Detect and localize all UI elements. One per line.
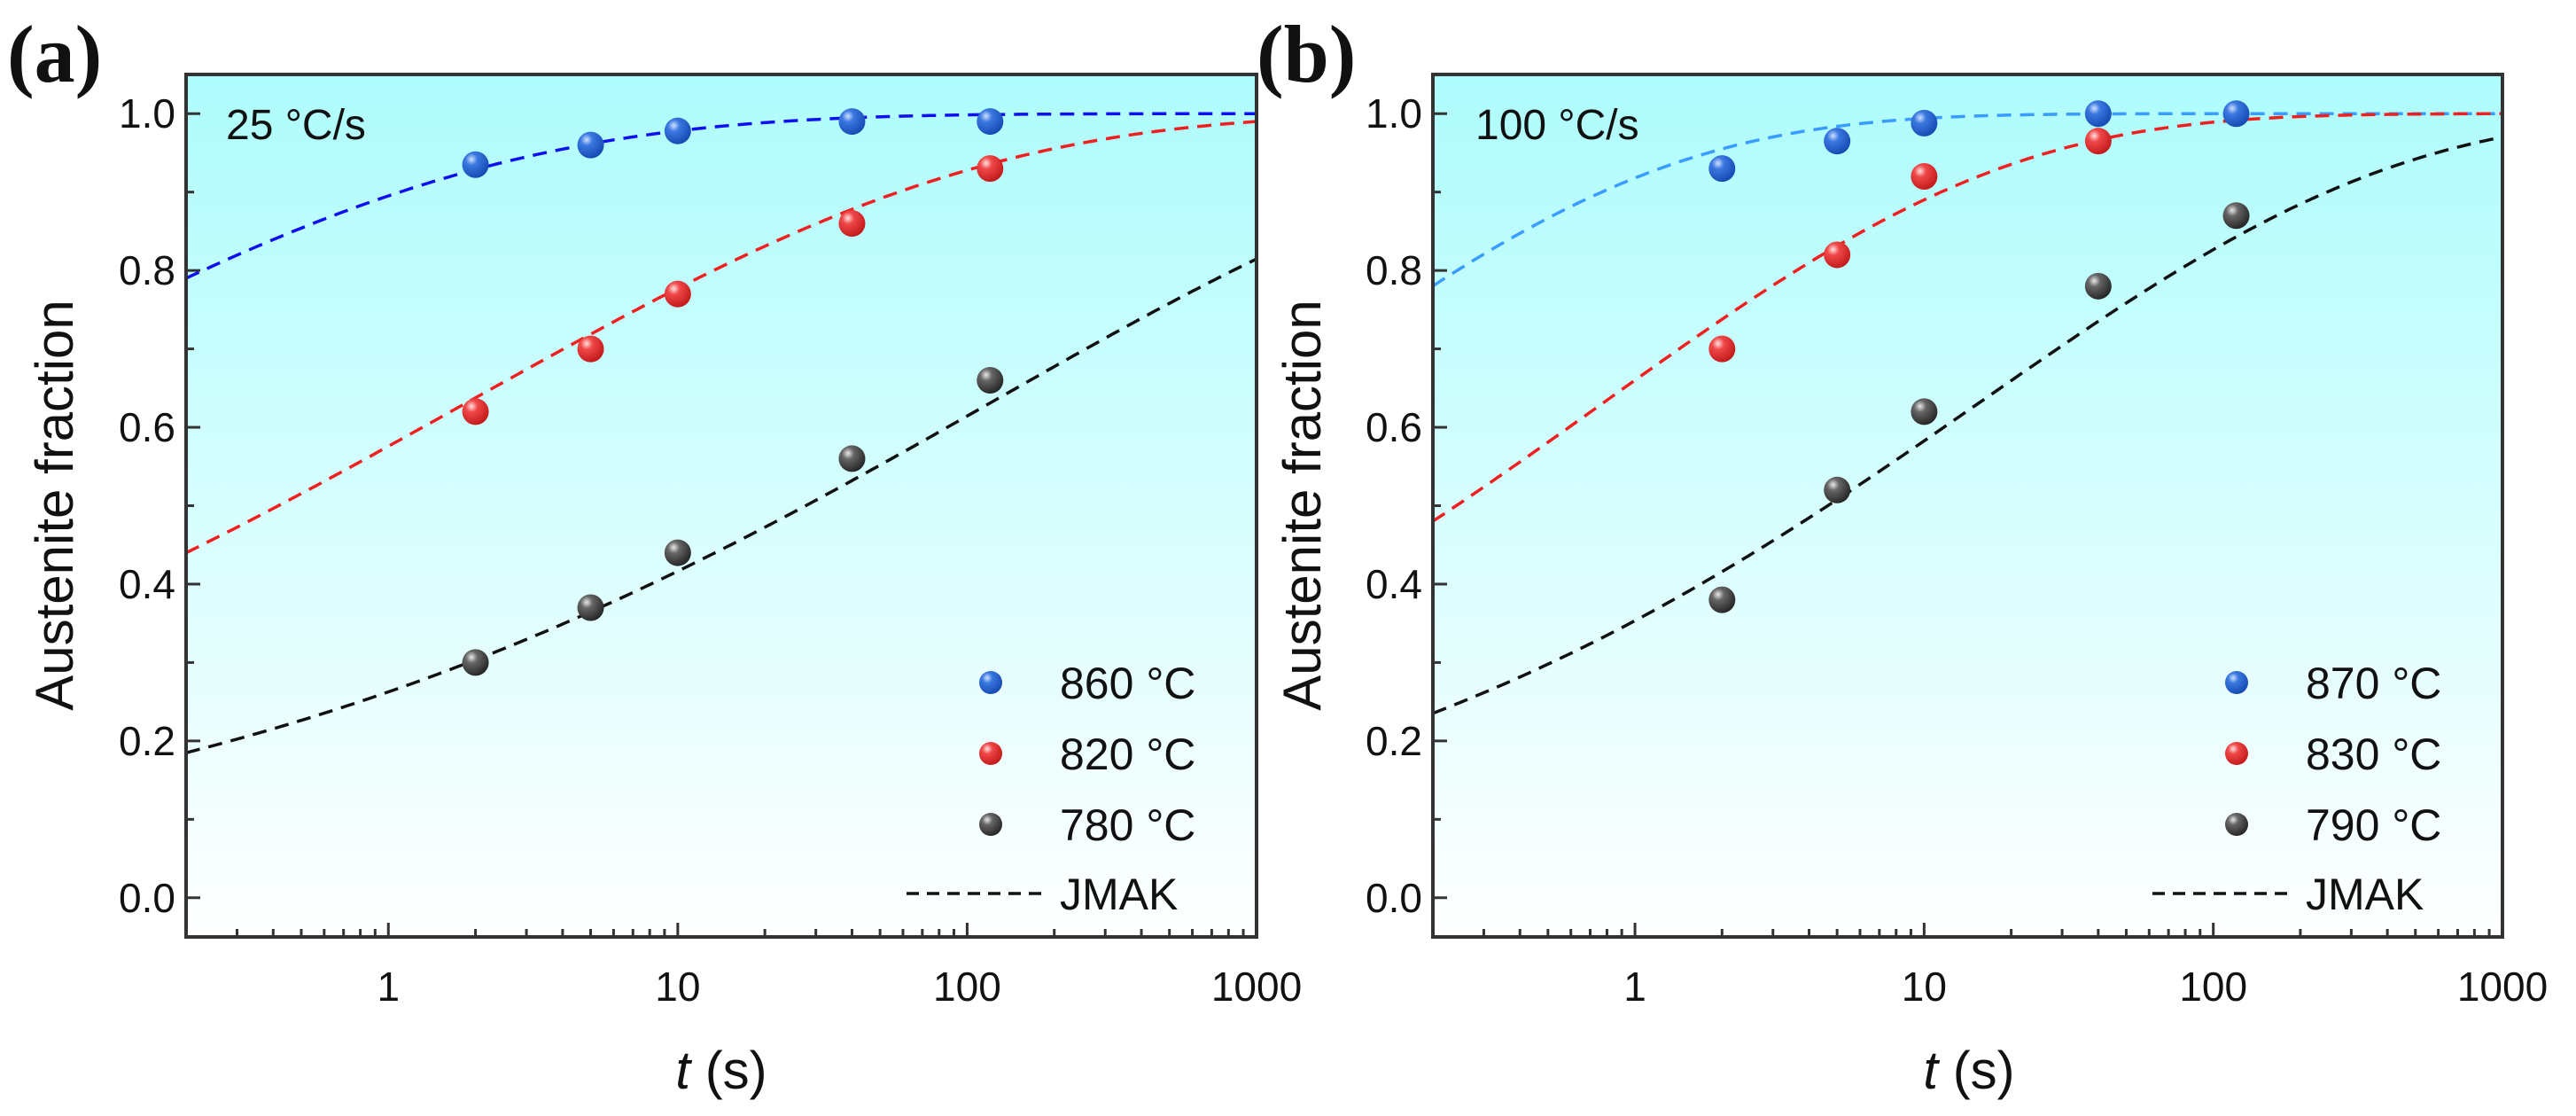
jmak-fit-line-1 xyxy=(185,120,1257,555)
data-point-2 xyxy=(664,539,691,566)
x-tick-label: 1 xyxy=(377,964,400,1010)
legend-marker xyxy=(979,742,1002,765)
y-tick-label: 0.6 xyxy=(1366,404,1422,450)
legend-label: 830 °C xyxy=(2306,730,2441,779)
panel-label: (a) xyxy=(7,9,102,99)
data-point-1 xyxy=(462,398,489,425)
rate-annotation: 100 °C/s xyxy=(1475,102,1639,149)
data-point-0 xyxy=(577,131,604,159)
data-point-1 xyxy=(1911,162,1938,190)
data-point-2 xyxy=(977,366,1004,394)
y-axis-title: Austenite fraction xyxy=(25,300,84,711)
panel-b: (b) Austenite fraction 100 °C/s t (s) 0.… xyxy=(1257,9,2548,1100)
data-point-2 xyxy=(1911,398,1938,425)
legend-marker xyxy=(2225,671,2248,694)
legend-label: 820 °C xyxy=(1060,730,1195,779)
y-tick-label: 0.0 xyxy=(119,875,175,921)
legend-label-jmak: JMAK xyxy=(1060,870,1178,919)
jmak-fit-line-1 xyxy=(1432,112,2502,523)
data-point-0 xyxy=(2222,100,2250,128)
x-axis-unit: (s) xyxy=(705,1041,767,1100)
legend-label: 870 °C xyxy=(2306,659,2441,708)
data-point-0 xyxy=(1824,128,1851,155)
y-tick-label: 0.2 xyxy=(119,718,175,764)
data-point-2 xyxy=(462,649,489,676)
data-point-0 xyxy=(664,117,691,144)
data-point-0 xyxy=(462,151,489,178)
x-axis-title: t (s) xyxy=(1923,1041,2014,1100)
jmak-fit-line-2 xyxy=(1432,135,2503,715)
x-axis-var: t xyxy=(675,1041,692,1100)
x-axis-var: t xyxy=(1923,1041,1940,1100)
y-tick-label: 0.8 xyxy=(1366,247,1422,293)
x-tick-label: 100 xyxy=(933,964,1001,1010)
legend-label: 860 °C xyxy=(1060,659,1195,708)
y-tick-label: 0.0 xyxy=(1366,875,1422,921)
data-point-1 xyxy=(1708,335,1736,363)
y-axis-title: Austenite fraction xyxy=(1272,300,1332,711)
legend-marker xyxy=(2225,742,2248,765)
data-point-1 xyxy=(664,280,691,308)
legend-label: 780 °C xyxy=(1060,800,1195,850)
data-point-1 xyxy=(1824,241,1851,269)
x-tick-label: 1000 xyxy=(2457,964,2548,1010)
jmak-fit-line-0 xyxy=(1432,112,2502,288)
x-tick-label: 100 xyxy=(2179,964,2247,1010)
rate-annotation: 25 °C/s xyxy=(226,102,366,149)
data-point-2 xyxy=(1824,476,1851,503)
legend-marker xyxy=(979,671,1002,694)
data-point-1 xyxy=(838,210,866,238)
data-point-1 xyxy=(977,155,1004,183)
panel-label: (b) xyxy=(1257,9,1356,99)
data-point-2 xyxy=(2222,202,2250,230)
x-axis-title: t (s) xyxy=(675,1041,767,1100)
plot-area xyxy=(186,74,1257,937)
data-point-1 xyxy=(577,335,604,363)
data-point-0 xyxy=(838,108,866,136)
legend-marker xyxy=(2225,813,2248,836)
data-point-0 xyxy=(1911,109,1938,137)
x-tick-label: 10 xyxy=(655,964,700,1010)
plot-area xyxy=(1433,74,2502,937)
x-tick-label: 1 xyxy=(1623,964,1646,1010)
y-tick-label: 0.4 xyxy=(1366,561,1422,607)
y-tick-label: 1.0 xyxy=(1366,90,1422,137)
data-point-0 xyxy=(977,108,1004,136)
data-point-1 xyxy=(2084,128,2112,155)
data-point-2 xyxy=(838,445,866,472)
legend-label-jmak: JMAK xyxy=(2306,870,2424,919)
data-point-0 xyxy=(2084,100,2112,128)
legend-label: 790 °C xyxy=(2306,800,2441,850)
x-tick-label: 1000 xyxy=(1211,964,1302,1010)
legend-marker xyxy=(979,813,1002,836)
data-point-2 xyxy=(2084,272,2112,300)
plot-frame xyxy=(184,73,1258,939)
x-tick-label: 10 xyxy=(1902,964,1947,1010)
data-point-2 xyxy=(577,594,604,621)
data-point-0 xyxy=(1708,155,1736,183)
plot-frame xyxy=(1431,73,2504,939)
x-axis-unit: (s) xyxy=(1953,1041,2015,1100)
y-tick-label: 0.8 xyxy=(119,247,175,293)
y-tick-label: 0.6 xyxy=(119,404,175,450)
y-tick-label: 0.4 xyxy=(119,561,175,607)
data-point-2 xyxy=(1708,586,1736,613)
y-tick-label: 0.2 xyxy=(1366,718,1422,764)
jmak-fit-line-2 xyxy=(185,257,1257,754)
jmak-fit-line-0 xyxy=(185,112,1257,280)
panel-a: (a) Austenite fraction 25 °C/s t (s) 0.0… xyxy=(7,9,1302,1100)
y-tick-label: 1.0 xyxy=(119,90,175,137)
